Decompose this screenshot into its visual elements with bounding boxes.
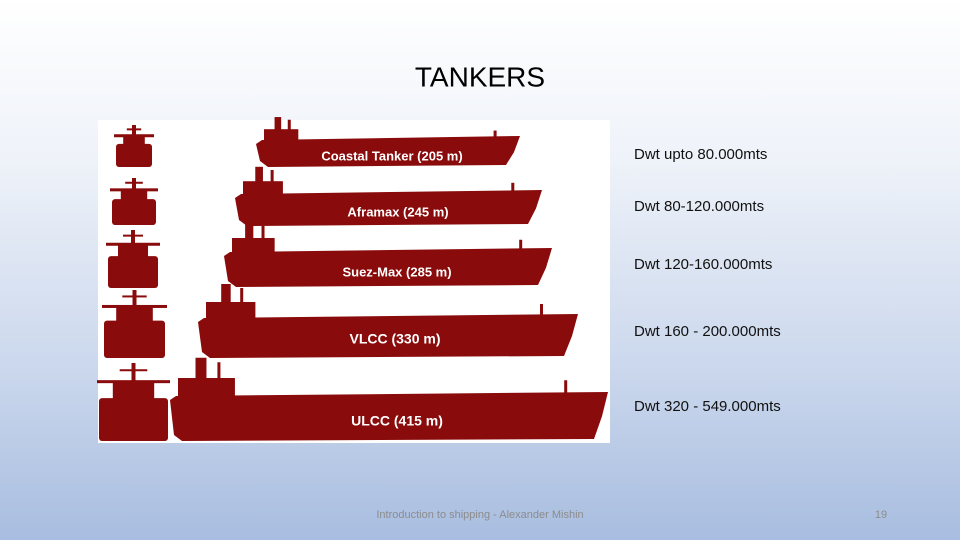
front-bridge [116, 307, 153, 324]
side-mast [261, 225, 265, 240]
side-mast [287, 119, 291, 131]
front-bridge [120, 189, 148, 202]
front-view [102, 290, 167, 358]
side-funnel [221, 284, 231, 304]
front-mast [132, 178, 136, 193]
front-view [97, 363, 170, 441]
side-superstructure [206, 302, 256, 320]
footer: Introduction to shipping - Alexander Mis… [376, 509, 583, 521]
front-mast [132, 290, 137, 311]
side-foremast [564, 380, 568, 396]
dwt-label: Dwt 120-160.000mts [634, 256, 772, 273]
side-mast [270, 170, 274, 183]
side-foremast [519, 239, 523, 252]
slide-title: TANKERS [415, 61, 545, 92]
front-bridge [112, 382, 155, 402]
side-funnel [245, 222, 254, 240]
side-foremast [540, 304, 543, 318]
front-yard [123, 234, 143, 237]
side-foremast [511, 182, 515, 194]
side-superstructure [232, 238, 275, 254]
side-view [170, 357, 608, 441]
front-hull [104, 320, 165, 358]
front-hull [108, 256, 158, 288]
side-mast [240, 288, 244, 304]
front-view [110, 178, 158, 225]
side-view [224, 222, 552, 287]
side-superstructure [243, 181, 283, 196]
side-view [256, 117, 520, 167]
dwt-label: Dwt 160 - 200.000mts [634, 323, 781, 340]
front-yard [126, 128, 142, 131]
front-bridge [118, 244, 148, 259]
page-number: 19 [875, 509, 887, 521]
dwt-label: Dwt upto 80.000mts [634, 146, 767, 163]
side-view [198, 284, 578, 358]
front-bridge [123, 135, 145, 146]
front-mast [132, 125, 136, 138]
ship-label: Suez-Max (285 m) [342, 264, 451, 279]
side-funnel [195, 357, 207, 381]
side-hull [170, 392, 608, 441]
front-hull [116, 143, 152, 167]
front-yard [125, 181, 143, 184]
ship-label: VLCC (330 m) [349, 331, 440, 347]
side-funnel [274, 117, 282, 131]
ship-label: ULCC (415 m) [351, 413, 443, 429]
front-mast [131, 230, 135, 248]
ship-label: Aframax (245 m) [347, 204, 448, 219]
side-hull [256, 136, 520, 167]
side-hull [224, 248, 552, 287]
side-view [235, 166, 542, 226]
side-hull [235, 190, 542, 226]
dwt-label: Dwt 320 - 549.000mts [634, 398, 781, 415]
front-view [106, 230, 160, 288]
ship-label: Coastal Tanker (205 m) [321, 148, 462, 163]
side-superstructure [178, 378, 235, 399]
front-hull [112, 199, 156, 225]
side-hull [198, 314, 578, 358]
front-hull [99, 398, 168, 441]
front-yard [119, 369, 148, 372]
front-mast [131, 363, 136, 387]
side-foremast [493, 130, 497, 140]
side-superstructure [264, 129, 299, 142]
side-funnel [255, 166, 263, 183]
front-yard [122, 295, 147, 298]
side-mast [217, 362, 221, 381]
dwt-label: Dwt 80-120.000mts [634, 198, 764, 215]
front-view [114, 125, 154, 167]
ship-silhouettes: Coastal Tanker (205 m) Aframax (245 m) Sue… [97, 117, 608, 441]
